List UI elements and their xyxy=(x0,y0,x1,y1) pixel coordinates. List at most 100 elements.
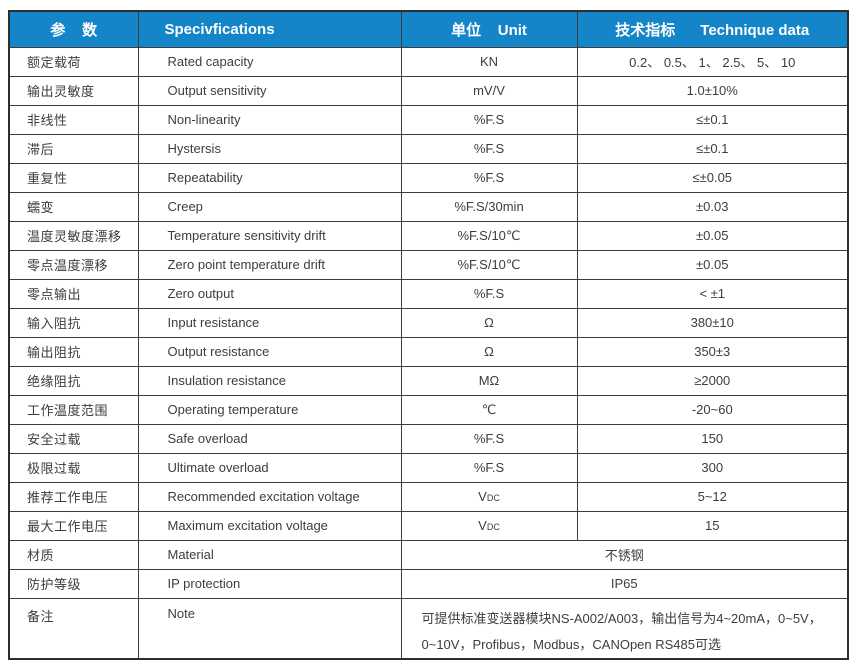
spec-row: 工作温度范围 Operating temperature ℃ -20~60 xyxy=(8,394,849,425)
spec-cell: Zero output xyxy=(137,278,402,309)
param-cell: 工作温度范围 xyxy=(8,394,139,425)
spec-table: 参 数 Specivfications 单位 Unit 技术指标 Techniq… xyxy=(8,10,849,660)
spec-cell: Safe overload xyxy=(137,423,402,454)
unit-cell: %F.S xyxy=(400,104,578,135)
spec-cell: Insulation resistance xyxy=(137,365,402,396)
spec-cell: Non-linearity xyxy=(137,104,402,135)
unit-cell: Ω xyxy=(400,307,578,338)
unit-cell: %F.S xyxy=(400,278,578,309)
param-cell: 蠕变 xyxy=(8,191,139,222)
col-header-specifications: Specivfications xyxy=(137,10,402,48)
value-cell: 15 xyxy=(576,510,849,541)
value-cell: 1.0±10% xyxy=(576,75,849,106)
spec-row: 滞后 Hystersis %F.S ≤±0.1 xyxy=(8,133,849,164)
value-cell: 150 xyxy=(576,423,849,454)
spec-row: 非线性 Non-linearity %F.S ≤±0.1 xyxy=(8,104,849,135)
param-cell: 重复性 xyxy=(8,162,139,193)
spec-cell: Note xyxy=(137,597,402,659)
unit-cell: %F.S xyxy=(400,423,578,454)
spec-cell: Ultimate overload xyxy=(137,452,402,483)
spec-row: 推荐工作电压 Recommended excitation voltage VDC 5… xyxy=(8,481,849,512)
spec-row: 安全过载 Safe overload %F.S 150 xyxy=(8,423,849,454)
value-cell: ≤±0.1 xyxy=(576,133,849,164)
value-cell: 300 xyxy=(576,452,849,483)
value-cell: 5~12 xyxy=(576,481,849,512)
unit-cell: VDC xyxy=(400,510,578,541)
spec-row: 备注 Note 可提供标准变送器模块NS-A002/A003，输出信号为4~20mA… xyxy=(8,597,849,659)
unit-subscript: DC xyxy=(486,493,500,503)
spec-row: 零点输出 Zero output %F.S < ±1 xyxy=(8,278,849,309)
param-cell: 输出灵敏度 xyxy=(8,75,139,106)
spec-row: 额定载荷 Rated capacity KN 0.2、 0.5、 1、 2.5、 5、… xyxy=(8,46,849,77)
value-cell: 380±10 xyxy=(576,307,849,338)
param-cell: 备注 xyxy=(8,597,139,659)
unit-cell: %F.S/10℃ xyxy=(400,220,578,251)
spec-row: 蠕变 Creep %F.S/30min ±0.03 xyxy=(8,191,849,222)
spec-cell: IP protection xyxy=(137,568,402,599)
unit-cell: KN xyxy=(400,46,578,77)
spec-sheet: 参 数 Specivfications 单位 Unit 技术指标 Techniq… xyxy=(8,10,849,660)
spec-table-header: 参 数 Specivfications 单位 Unit 技术指标 Techniq… xyxy=(8,10,849,48)
value-cell: ±0.05 xyxy=(576,220,849,251)
spec-cell: Recommended excitation voltage xyxy=(137,481,402,512)
col-header-unit: 单位 Unit xyxy=(400,10,578,48)
value-cell: ≤±0.1 xyxy=(576,104,849,135)
value-cell: 可提供标准变送器模块NS-A002/A003，输出信号为4~20mA，0~5V，… xyxy=(400,597,849,659)
param-cell: 防护等级 xyxy=(8,568,139,599)
value-cell: ±0.03 xyxy=(576,191,849,222)
spec-cell: Output resistance xyxy=(137,336,402,367)
param-cell: 输出阻抗 xyxy=(8,336,139,367)
param-cell: 最大工作电压 xyxy=(8,510,139,541)
value-cell: ≥2000 xyxy=(576,365,849,396)
spec-cell: Operating temperature xyxy=(137,394,402,425)
value-cell: ±0.05 xyxy=(576,249,849,280)
spec-table-body: 额定载荷 Rated capacity KN 0.2、 0.5、 1、 2.5、 5、… xyxy=(8,46,849,659)
unit-cell: %F.S/10℃ xyxy=(400,249,578,280)
spec-row: 极限过载 Ultimate overload %F.S 300 xyxy=(8,452,849,483)
col-header-parameter: 参 数 xyxy=(8,10,139,48)
param-cell: 极限过载 xyxy=(8,452,139,483)
spec-row: 重复性 Repeatability %F.S ≤±0.05 xyxy=(8,162,849,193)
value-cell: -20~60 xyxy=(576,394,849,425)
col-header-technique-data: 技术指标 Technique data xyxy=(576,10,849,48)
value-cell: 350±3 xyxy=(576,336,849,367)
spec-cell: Material xyxy=(137,539,402,570)
value-cell: IP65 xyxy=(400,568,849,599)
param-cell: 安全过载 xyxy=(8,423,139,454)
spec-row: 输出阻抗 Output resistance Ω 350±3 xyxy=(8,336,849,367)
unit-cell: %F.S xyxy=(400,162,578,193)
value-cell: 不锈钢 xyxy=(400,539,849,570)
unit-cell: %F.S/30min xyxy=(400,191,578,222)
unit-cell: VDC xyxy=(400,481,578,512)
param-cell: 绝缘阻抗 xyxy=(8,365,139,396)
param-cell: 温度灵敏度漂移 xyxy=(8,220,139,251)
unit-subscript: DC xyxy=(486,522,500,532)
spec-row: 绝缘阻抗 Insulation resistance MΩ ≥2000 xyxy=(8,365,849,396)
unit-cell: MΩ xyxy=(400,365,578,396)
param-cell: 材质 xyxy=(8,539,139,570)
spec-row: 输出灵敏度 Output sensitivity mV/V 1.0±10% xyxy=(8,75,849,106)
spec-row: 防护等级 IP protection IP65 xyxy=(8,568,849,599)
unit-cell: %F.S xyxy=(400,133,578,164)
spec-row: 温度灵敏度漂移 Temperature sensitivity drift %F.S… xyxy=(8,220,849,251)
spec-row: 材质 Material 不锈钢 xyxy=(8,539,849,570)
param-cell: 推荐工作电压 xyxy=(8,481,139,512)
header-row: 参 数 Specivfications 单位 Unit 技术指标 Techniq… xyxy=(8,10,849,48)
param-cell: 滞后 xyxy=(8,133,139,164)
unit-cell: ℃ xyxy=(400,394,578,425)
spec-row: 零点温度漂移 Zero point temperature drift %F.S/1… xyxy=(8,249,849,280)
spec-cell: Input resistance xyxy=(137,307,402,338)
spec-cell: Maximum excitation voltage xyxy=(137,510,402,541)
param-cell: 输入阻抗 xyxy=(8,307,139,338)
spec-cell: Creep xyxy=(137,191,402,222)
spec-row: 最大工作电压 Maximum excitation voltage VDC 15 xyxy=(8,510,849,541)
value-cell: < ±1 xyxy=(576,278,849,309)
unit-cell: Ω xyxy=(400,336,578,367)
spec-row: 输入阻抗 Input resistance Ω 380±10 xyxy=(8,307,849,338)
spec-cell: Output sensitivity xyxy=(137,75,402,106)
value-cell: ≤±0.05 xyxy=(576,162,849,193)
param-cell: 非线性 xyxy=(8,104,139,135)
unit-cell: mV/V xyxy=(400,75,578,106)
param-cell: 额定载荷 xyxy=(8,46,139,77)
param-cell: 零点温度漂移 xyxy=(8,249,139,280)
